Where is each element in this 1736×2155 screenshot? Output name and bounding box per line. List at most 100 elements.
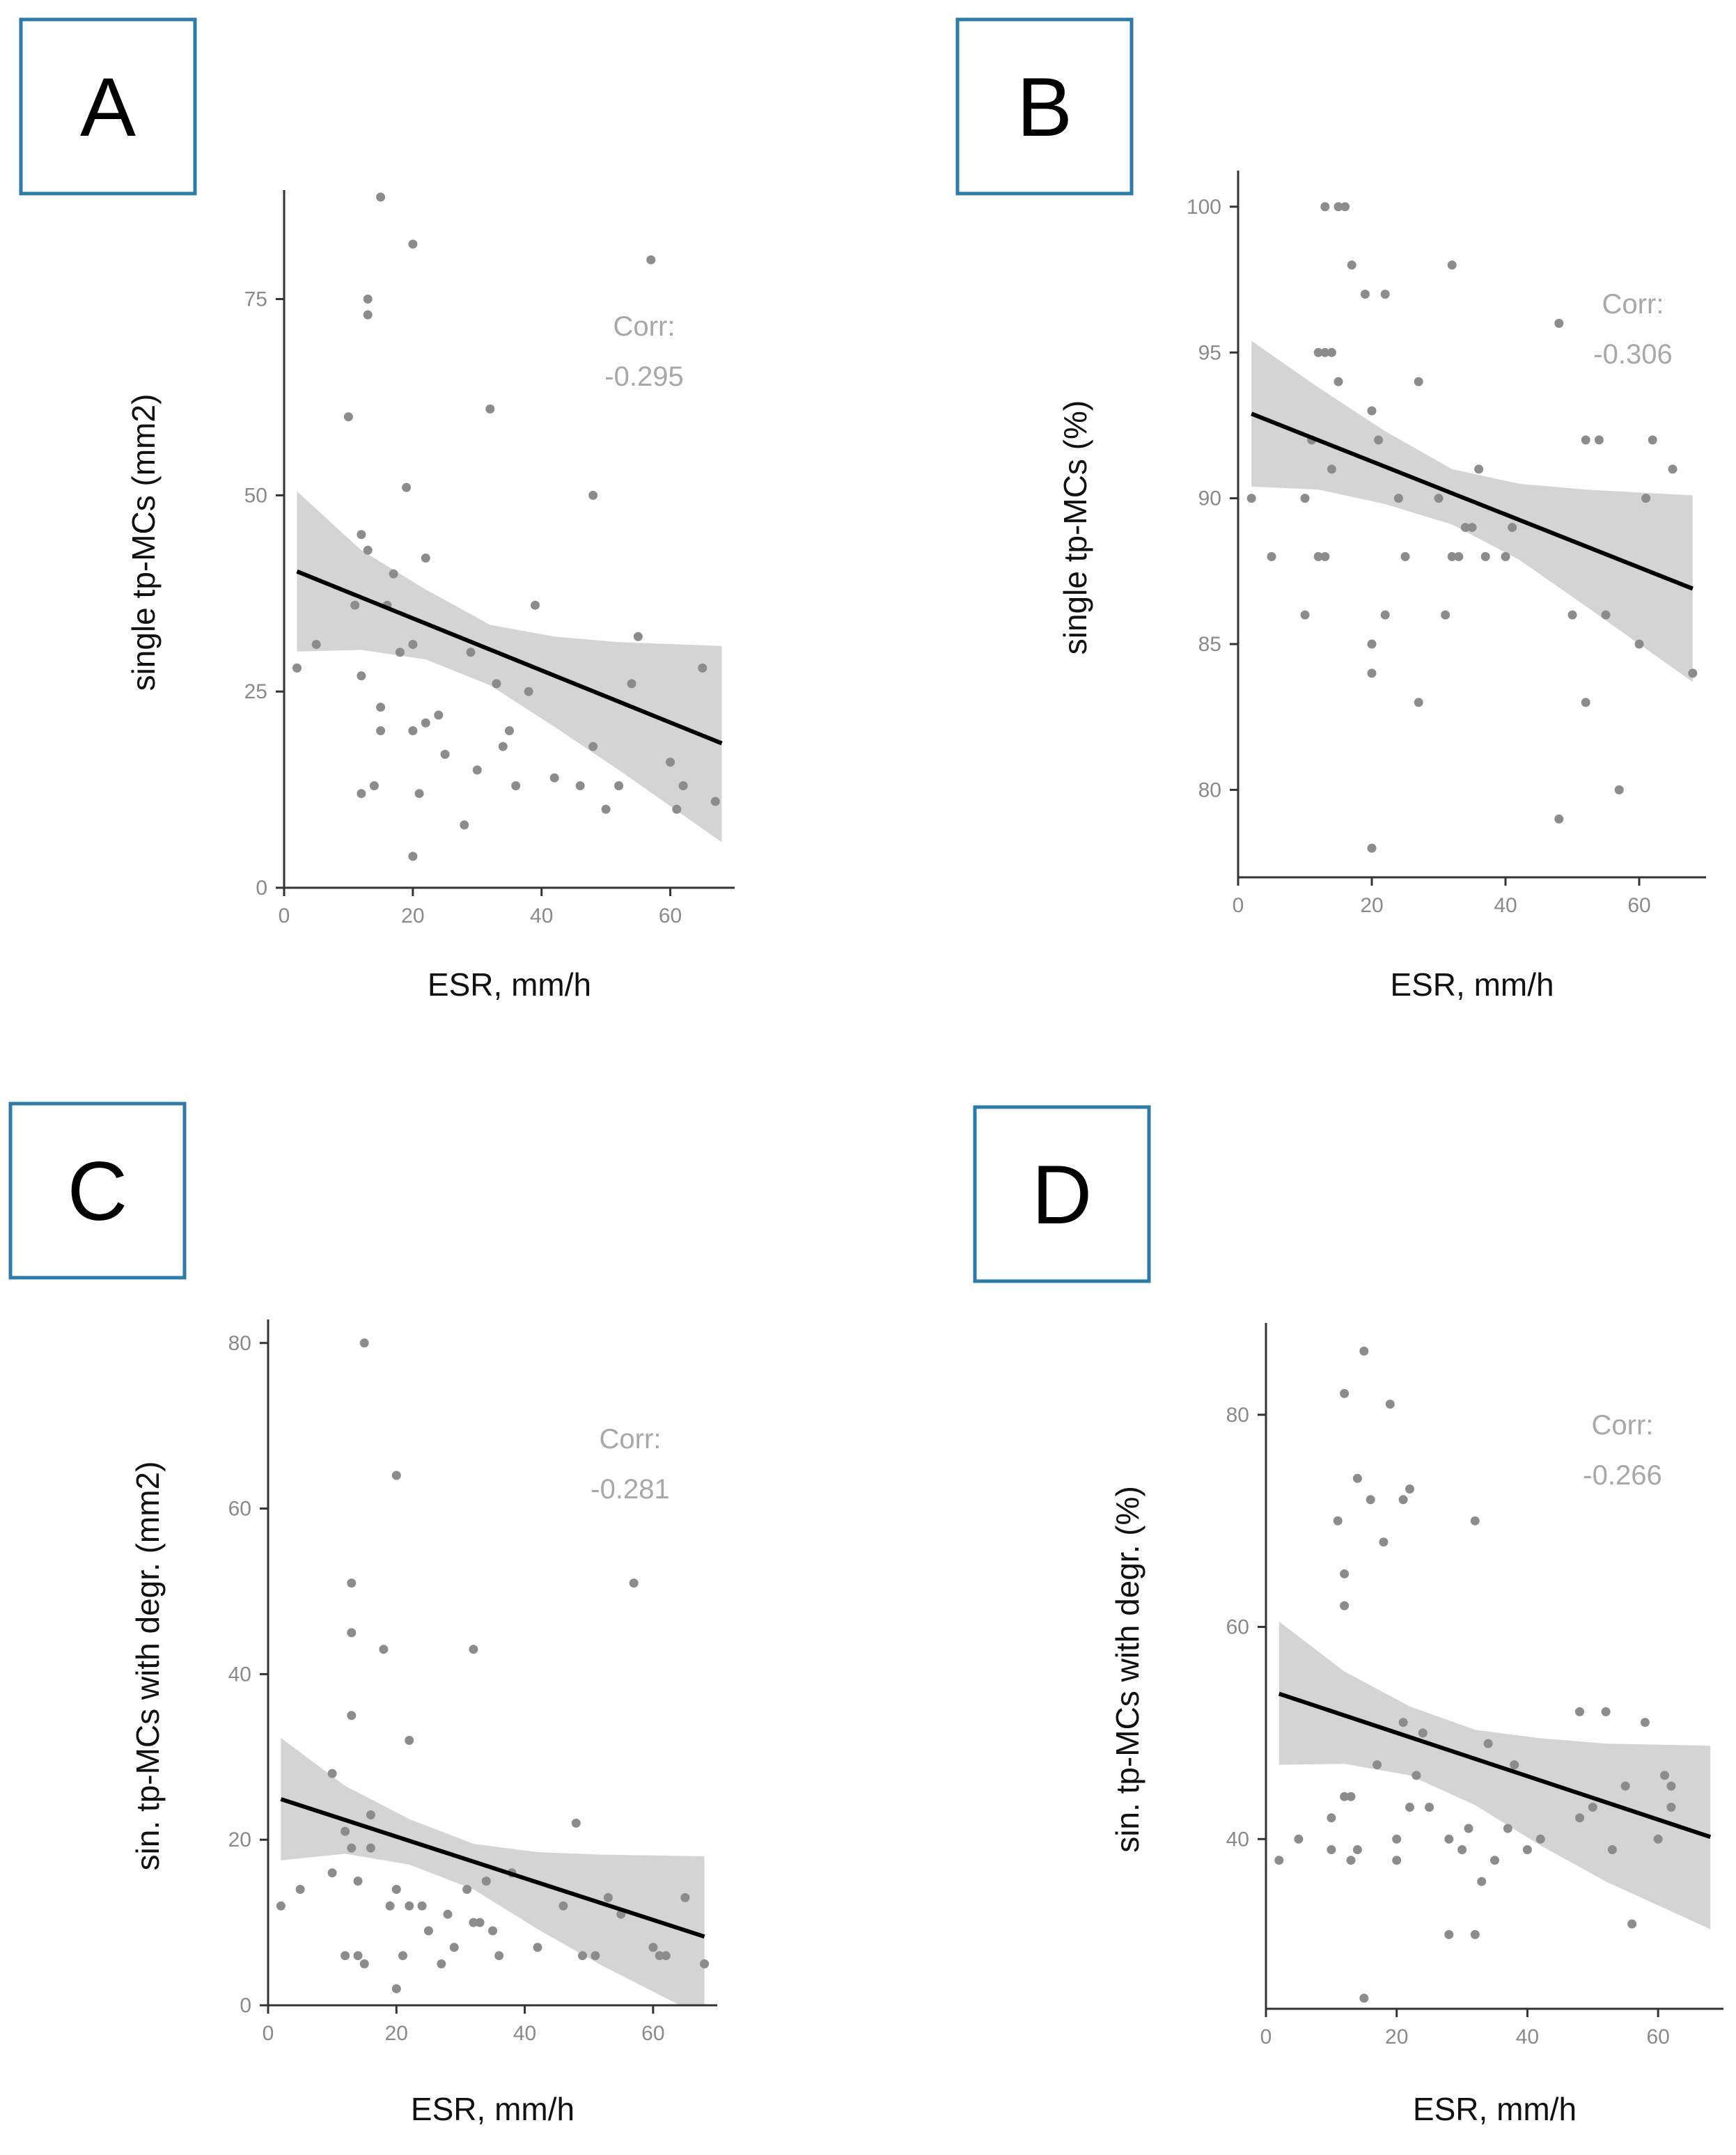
data-point [357, 789, 366, 799]
data-point [449, 1943, 459, 1952]
panel-label: B [1017, 61, 1072, 154]
data-point [1668, 464, 1678, 474]
data-point [1510, 1760, 1519, 1770]
data-point [363, 310, 373, 320]
data-point [1414, 698, 1423, 707]
data-point [359, 1338, 369, 1348]
data-point [405, 1901, 414, 1911]
data-point [327, 1868, 337, 1878]
y-tick-label: 0 [240, 1994, 251, 2017]
data-point [398, 1951, 407, 1961]
x-tick-label: 60 [1646, 2025, 1669, 2048]
data-point [494, 1951, 504, 1961]
y-axis-title: single tp-MCs (%) [1057, 400, 1093, 655]
data-point [1554, 318, 1564, 328]
corr-label: Corr: [1602, 289, 1664, 320]
data-point [1352, 1473, 1362, 1483]
regression-line [1278, 1691, 1712, 1840]
data-point [1334, 202, 1343, 212]
data-point [359, 1959, 369, 1968]
data-point [533, 1943, 542, 1952]
data-point [408, 852, 418, 861]
data-point [391, 1885, 401, 1894]
data-point [511, 781, 521, 790]
data-point [408, 726, 418, 735]
x-tick-label: 60 [641, 2022, 664, 2045]
panel-label-box [8, 1102, 187, 1280]
data-point [524, 687, 533, 696]
data-point [353, 1876, 363, 1886]
data-point [385, 1901, 395, 1911]
data-point [1300, 610, 1310, 620]
data-point [1653, 1834, 1663, 1844]
data-point [1444, 1834, 1454, 1844]
panel-label-box [955, 17, 1134, 196]
data-point [1320, 551, 1330, 561]
y-tick-label: 75 [244, 288, 267, 311]
data-point [341, 1951, 350, 1961]
data-point [391, 1984, 401, 1993]
x-axis-title: ESR, mm/h [1413, 2091, 1577, 2127]
data-point [1360, 290, 1370, 299]
data-point [700, 1959, 710, 1968]
data-point [1327, 1845, 1336, 1854]
data-point [1666, 1803, 1676, 1812]
data-point [1554, 814, 1564, 824]
data-point [1340, 1601, 1350, 1611]
x-tick-label: 0 [263, 2022, 274, 2045]
data-point [1398, 1495, 1408, 1505]
corr-value: -0.295 [604, 361, 683, 392]
data-point [601, 804, 611, 814]
data-point [1412, 1771, 1421, 1780]
data-point [327, 1769, 337, 1778]
data-point [678, 781, 688, 790]
data-point [405, 1736, 414, 1745]
y-axis-title: sin. tp-MCs with degr. (mm2) [130, 1462, 166, 1871]
y-tick-label: 80 [1226, 1404, 1249, 1427]
confidence-band [281, 1737, 705, 2005]
data-point [1581, 698, 1590, 707]
data-point [588, 742, 598, 751]
data-point [1444, 1929, 1454, 1939]
data-point [469, 1645, 478, 1654]
data-point [363, 545, 373, 555]
y-axis-title: single tp-MCs (mm2) [125, 394, 162, 691]
x-tick-label: 60 [1627, 894, 1650, 917]
data-point [1660, 1771, 1669, 1780]
data-point [1641, 494, 1651, 503]
data-point [389, 569, 398, 579]
x-tick-label: 40 [513, 2022, 536, 2045]
data-point [1535, 1834, 1545, 1844]
data-point [1340, 1792, 1350, 1801]
corr-value: -0.306 [1593, 339, 1672, 370]
panel-label-box [973, 1105, 1151, 1283]
panel-b: B 0 20 40 60 80 85 90 95 100 ESR, mm/h single tp-MC… [955, 17, 1706, 1003]
x-tick-label: 60 [659, 904, 682, 927]
data-point [1503, 1824, 1512, 1833]
data-point [1501, 551, 1510, 561]
data-point [408, 240, 418, 249]
data-point [462, 1885, 472, 1894]
data-point [1346, 1856, 1356, 1865]
y-tick-label: 40 [228, 1663, 251, 1686]
data-point [434, 710, 444, 720]
data-point [402, 483, 412, 492]
data-point [443, 1909, 453, 1919]
corr-label: Corr: [613, 311, 675, 342]
data-point [1666, 1781, 1676, 1791]
x-tick-label: 20 [385, 2022, 408, 2045]
data-point [295, 1885, 305, 1894]
data-point [366, 1843, 375, 1853]
data-point [498, 742, 508, 751]
confidence-band [297, 491, 722, 843]
data-point [376, 703, 386, 712]
data-point [1346, 1792, 1356, 1801]
data-point [343, 412, 353, 422]
data-point [379, 1645, 389, 1654]
data-point [1385, 1400, 1395, 1409]
data-point [614, 781, 624, 790]
data-point [472, 765, 482, 775]
data-point [1601, 1707, 1611, 1716]
x-tick-label: 0 [1260, 2025, 1272, 2048]
x-tick-label: 0 [1233, 894, 1244, 917]
